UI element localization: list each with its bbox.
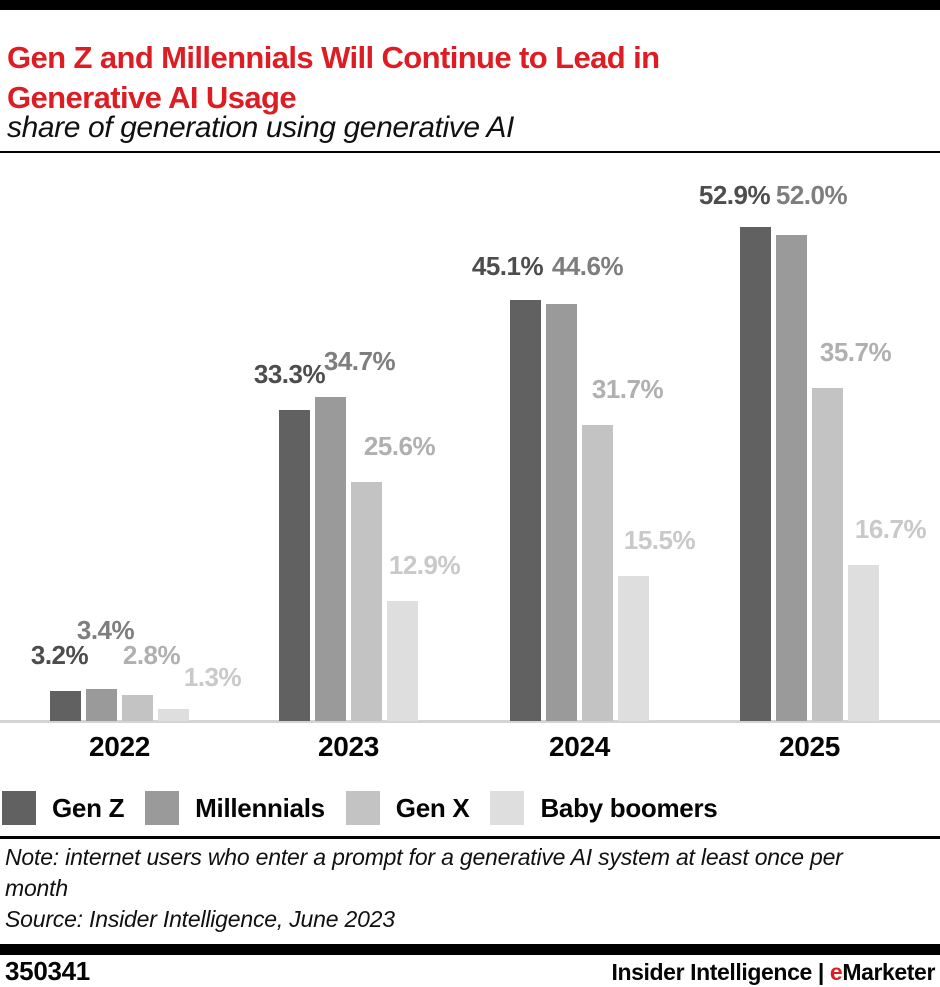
x-label-2025: 2025 <box>778 731 841 762</box>
legend-item-millennials: Millennials <box>145 791 325 825</box>
legend-item-gen-z: Gen Z <box>2 791 124 825</box>
bar-gen-z-2023 <box>279 410 310 721</box>
value-label-baby-boomers-2024: 15.5% <box>623 525 696 555</box>
x-axis-line <box>0 720 940 723</box>
value-label-baby-boomers-2025: 16.7% <box>854 514 927 544</box>
note-line-2: month <box>5 875 68 901</box>
bar-gen-x-2025 <box>812 388 843 721</box>
chart-id: 350341 <box>5 956 90 986</box>
value-label-gen-z-2022: 3.2% <box>30 640 89 670</box>
bar-gen-x-2022 <box>122 695 153 721</box>
legend-swatch-gen-z <box>2 791 36 825</box>
subtitle-divider <box>0 151 940 153</box>
bar-gen-x-2024 <box>582 425 613 721</box>
bar-millennials-2023 <box>315 397 346 721</box>
bar-gen-z-2024 <box>510 300 541 721</box>
legend-swatch-millennials <box>145 791 180 825</box>
brand-emarketer-e: e <box>829 959 843 985</box>
bar-baby-boomers-2022 <box>158 709 189 721</box>
value-label-gen-z-2024: 45.1% <box>471 251 544 281</box>
brand-insider-intelligence: Insider Intelligence <box>611 959 813 985</box>
notes-block: Note: internet users who enter a prompt … <box>5 842 915 935</box>
brand-emarketer-rest: Marketer <box>842 959 935 985</box>
source-line: Source: Insider Intelligence, June 2023 <box>5 906 395 932</box>
bar-millennials-2022 <box>86 689 117 721</box>
legend-label-gen-x: Gen X <box>395 792 470 823</box>
legend-item-gen-x: Gen X <box>345 791 470 825</box>
plot-area: 3.2% 33.3% 45.1% 52.9% 3.4% 34.7% 44.6% 52.0% 2.… <box>0 159 940 723</box>
bar-baby-boomers-2023 <box>387 601 418 721</box>
legend-label-millennials: Millennials <box>195 792 325 823</box>
value-label-gen-x-2022: 2.8% <box>122 640 181 670</box>
top-black-bar <box>0 0 940 10</box>
value-label-baby-boomers-2022: 1.3% <box>183 662 242 692</box>
legend-item-baby-boomers: Baby boomers <box>490 791 718 825</box>
chart-subtitle: share of generation using generative AI <box>7 111 514 144</box>
value-label-gen-z-2023: 33.3% <box>253 359 326 389</box>
bar-gen-z-2022 <box>50 691 81 721</box>
value-label-gen-z-2025: 52.9% <box>698 180 771 210</box>
value-label-millennials-2025: 52.0% <box>775 180 848 210</box>
brand-lockup: Insider Intelligence | eMarketer <box>611 959 936 986</box>
value-label-gen-x-2023: 25.6% <box>363 431 436 461</box>
bar-gen-z-2025 <box>740 227 771 721</box>
chart-title: Gen Z and Millennials Will Continue to L… <box>7 38 927 118</box>
value-label-millennials-2022: 3.4% <box>76 615 135 645</box>
x-label-2024: 2024 <box>548 731 611 762</box>
bar-gen-x-2023 <box>351 482 382 721</box>
x-label-2023: 2023 <box>317 731 380 762</box>
legend: Gen Z Millennials Gen X Baby boomers <box>2 791 718 825</box>
legend-label-gen-z: Gen Z <box>52 792 125 823</box>
value-label-millennials-2024: 44.6% <box>551 251 624 281</box>
value-label-millennials-2023: 34.7% <box>323 346 396 376</box>
x-label-2022: 2022 <box>88 731 151 762</box>
bar-baby-boomers-2025 <box>848 565 879 721</box>
chart-title-line-1: Gen Z and Millennials Will Continue to L… <box>7 39 660 75</box>
bar-baby-boomers-2024 <box>618 576 649 721</box>
legend-label-baby-boomers: Baby boomers <box>540 792 718 823</box>
value-label-gen-x-2025: 35.7% <box>819 337 892 367</box>
value-label-gen-x-2024: 31.7% <box>591 374 664 404</box>
bar-millennials-2024 <box>546 304 577 721</box>
notes-divider <box>0 836 940 839</box>
bar-millennials-2025 <box>776 235 807 721</box>
footer: 350341 Insider Intelligence | eMarketer <box>5 956 935 987</box>
chart-title-line-2: Generative AI Usage <box>7 79 297 115</box>
legend-swatch-baby-boomers <box>490 791 525 825</box>
footer-black-bar <box>0 944 940 955</box>
value-label-baby-boomers-2023: 12.9% <box>388 550 461 580</box>
note-line-1: Note: internet users who enter a prompt … <box>5 844 843 870</box>
brand-separator: | <box>817 959 824 985</box>
legend-swatch-gen-x <box>345 791 380 825</box>
